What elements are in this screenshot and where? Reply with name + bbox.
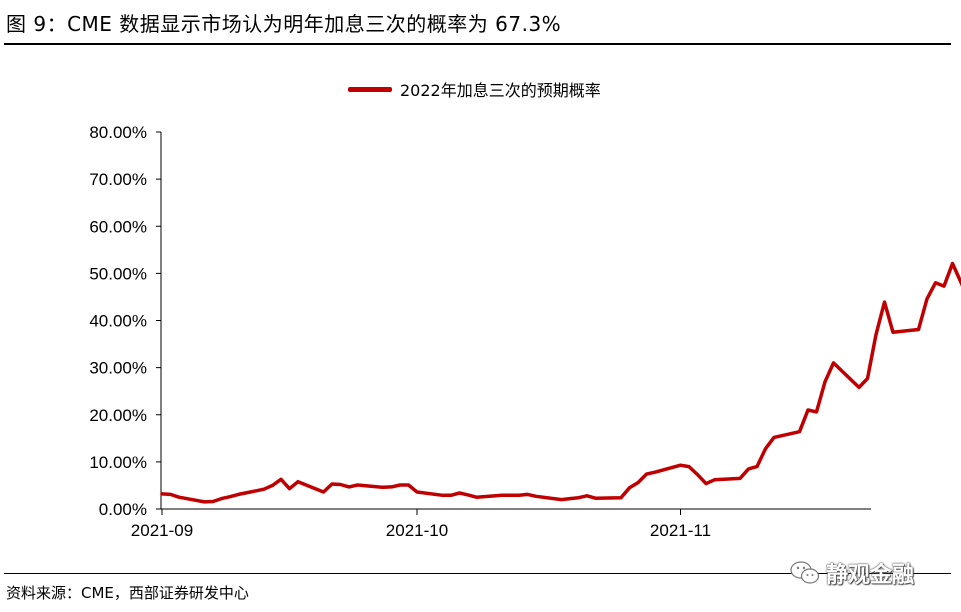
- y-tick-label: 20.00%: [89, 406, 147, 425]
- legend-label: 2022年加息三次的预期概率: [400, 81, 601, 100]
- x-tick-label: 2021-09: [131, 521, 193, 540]
- y-tick-label: 10.00%: [89, 453, 147, 472]
- watermark: 静观金融: [790, 556, 914, 590]
- y-tick-label: 0.00%: [99, 500, 147, 519]
- source-note: 资料来源：CME，西部证券研发中心: [6, 584, 249, 602]
- y-tick-label: 40.00%: [89, 312, 147, 331]
- chart-legend: 2022年加息三次的预期概率: [348, 78, 601, 100]
- series-line: [160, 261, 961, 504]
- y-tick-label: 60.00%: [89, 217, 147, 236]
- watermark-text: 静观金融: [826, 563, 915, 588]
- y-tick-label: 30.00%: [89, 359, 147, 378]
- y-tick-label: 50.00%: [89, 264, 147, 283]
- top-rule: [4, 43, 951, 45]
- x-tick-label: 2021-11: [650, 521, 711, 540]
- y-tick-label: 80.00%: [89, 123, 147, 142]
- x-tick-label: 2021-10: [386, 521, 448, 540]
- figure-title: 图 9：CME 数据显示市场认为明年加息三次的概率为 67.3%: [6, 12, 562, 36]
- bottom-rule: [4, 573, 951, 574]
- legend-swatch: [348, 86, 392, 92]
- y-tick-label: 70.00%: [89, 170, 147, 189]
- wechat-logo-icon: [790, 561, 820, 584]
